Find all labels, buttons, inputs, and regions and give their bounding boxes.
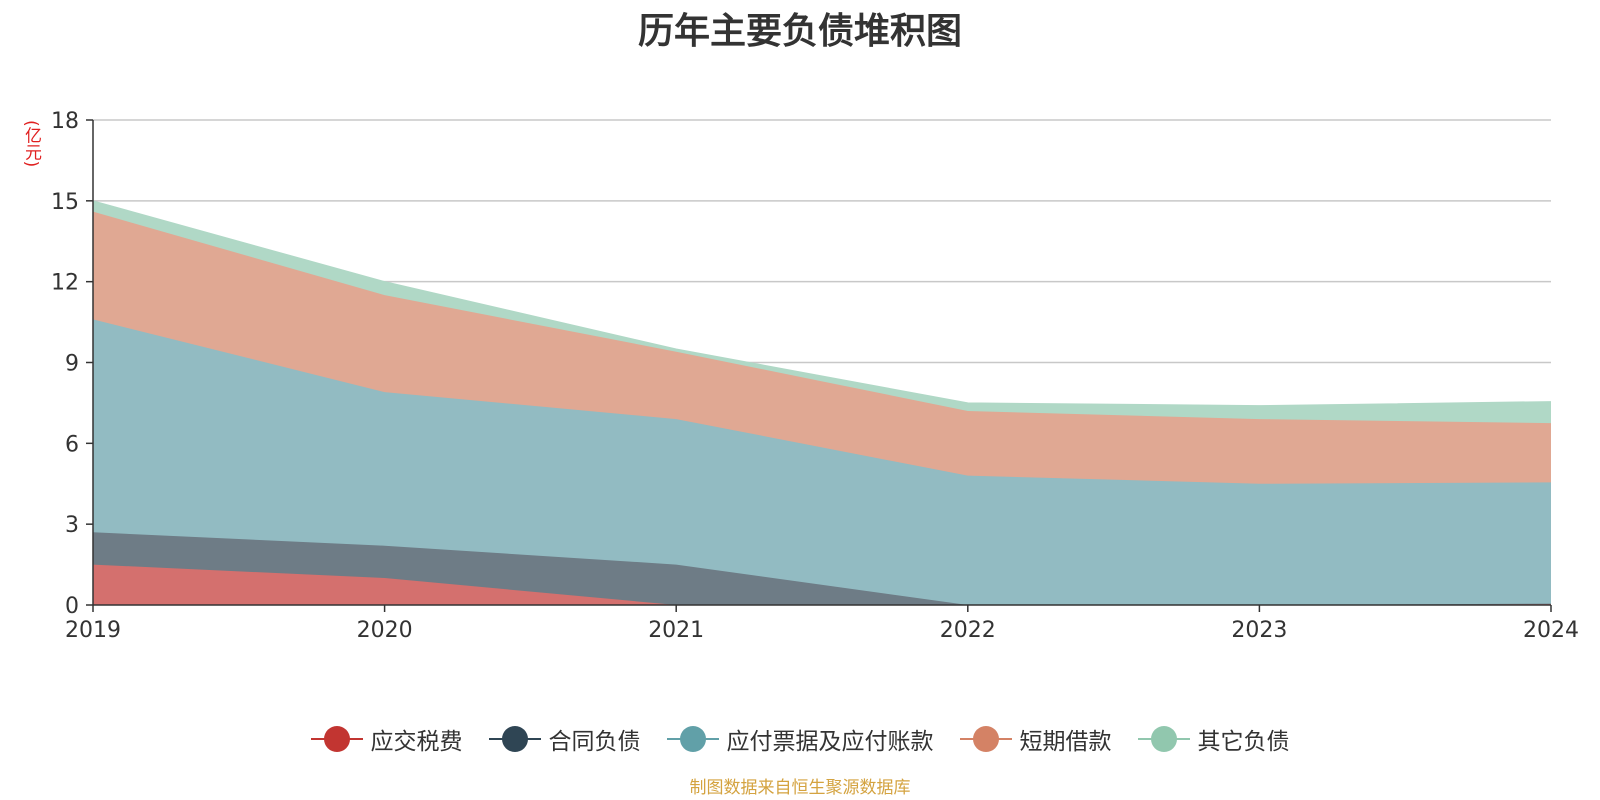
stacked-area-chart: 0 3 6 9 12 15 18 2019 2020 2021 2022 2023 2024 bbox=[51, 109, 1579, 643]
x-tick-label: 2024 bbox=[1523, 618, 1579, 643]
legend-label: 合同负债 bbox=[548, 729, 641, 755]
legend-item[interactable]: 短期借款 bbox=[959, 722, 1112, 756]
legend-swatch bbox=[488, 726, 541, 752]
y-tick-label: 9 bbox=[65, 352, 79, 377]
x-tick-label: 2020 bbox=[357, 618, 413, 643]
area-2 bbox=[93, 319, 1551, 605]
legend-swatch bbox=[310, 726, 363, 752]
legend-swatch bbox=[1137, 726, 1190, 752]
legend-item[interactable]: 合同负债 bbox=[488, 722, 641, 756]
y-tick-label: 12 bbox=[51, 271, 79, 296]
x-tick-label: 2021 bbox=[648, 618, 704, 643]
area-series bbox=[92, 200, 1552, 606]
y-tick-label: 18 bbox=[51, 109, 79, 134]
legend: 应交税费 合同负债 应付票据及应付账款 短期借款 其它负债 bbox=[0, 722, 1600, 756]
legend-label: 应交税费 bbox=[370, 729, 463, 755]
legend-label: 应付票据及应付账款 bbox=[726, 729, 934, 755]
x-tick-label: 2022 bbox=[940, 618, 996, 643]
legend-swatch bbox=[959, 726, 1012, 752]
data-source-note: 制图数据来自恒生聚源数据库 bbox=[689, 778, 911, 798]
area-4 bbox=[93, 200, 1551, 424]
area-0 bbox=[93, 564, 1551, 605]
legend-label: 其它负债 bbox=[1197, 729, 1290, 755]
y-axis-unit: (亿元) bbox=[21, 120, 41, 168]
y-tick-label: 0 bbox=[65, 594, 79, 619]
legend-label: 短期借款 bbox=[1019, 729, 1112, 755]
legend-swatch bbox=[666, 726, 719, 752]
y-tick-label: 6 bbox=[65, 432, 79, 457]
tick-labels: 0 3 6 9 12 15 18 2019 2020 2021 2022 2023 2024 bbox=[51, 109, 1579, 643]
y-tick-label: 15 bbox=[51, 190, 79, 215]
axes bbox=[86, 119, 1552, 612]
legend-item[interactable]: 其它负债 bbox=[1137, 722, 1290, 756]
legend-item[interactable]: 应交税费 bbox=[310, 722, 463, 756]
legend-item[interactable]: 应付票据及应付账款 bbox=[666, 722, 934, 756]
x-tick-label: 2023 bbox=[1231, 618, 1287, 643]
chart-title: 历年主要负债堆积图 bbox=[637, 11, 962, 52]
y-tick-label: 3 bbox=[65, 513, 79, 538]
x-tick-label: 2019 bbox=[65, 618, 121, 643]
area-edge-4 bbox=[92, 200, 1552, 407]
area-3 bbox=[93, 211, 1551, 484]
